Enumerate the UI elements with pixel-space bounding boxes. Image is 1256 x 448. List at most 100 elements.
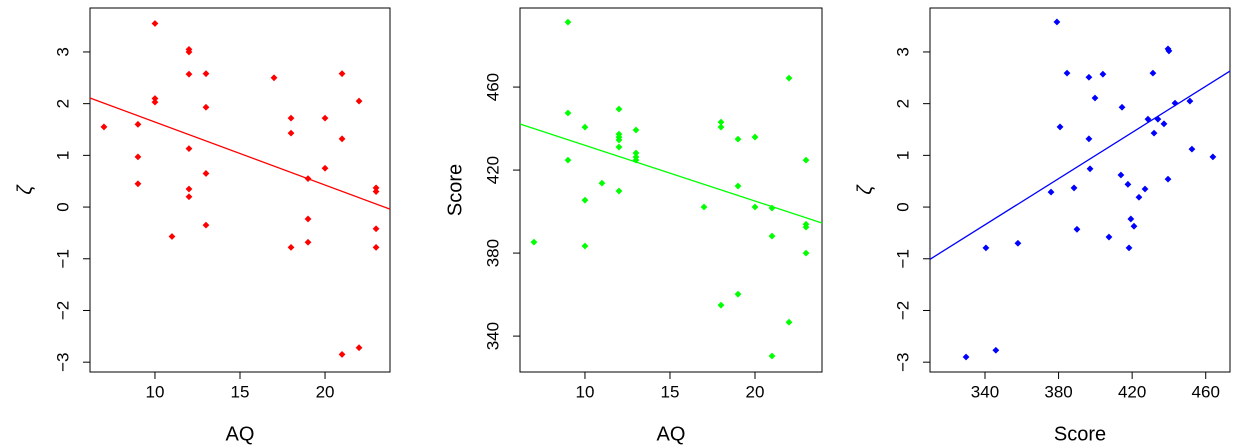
point xyxy=(632,149,640,157)
point xyxy=(270,74,278,82)
panel: 10 15 20 340 380 420 460 AQ Score xyxy=(444,7,823,445)
point xyxy=(1150,129,1158,137)
point xyxy=(1073,225,1081,233)
y-tick-label: 340 xyxy=(483,322,502,350)
x-axis-title: Score xyxy=(1054,423,1106,445)
point xyxy=(717,301,725,309)
point xyxy=(287,114,295,122)
x-tick-label: 380 xyxy=(1044,382,1072,401)
trend-line xyxy=(929,70,1231,260)
point xyxy=(982,244,990,252)
point xyxy=(168,233,176,240)
point xyxy=(304,238,312,246)
point xyxy=(564,109,572,117)
y-tick-label: 420 xyxy=(483,156,502,184)
y-axis-title: ζ xyxy=(854,184,876,195)
point xyxy=(372,184,380,192)
panel: 10 15 20 −3 −2 −1 0 1 2 3 AQ ζ xyxy=(14,7,391,445)
point xyxy=(802,249,810,257)
point xyxy=(1117,171,1125,179)
point xyxy=(134,180,142,188)
point xyxy=(134,153,142,161)
trend-line xyxy=(89,97,391,210)
point xyxy=(202,103,210,111)
point xyxy=(134,120,142,128)
point xyxy=(802,156,810,164)
point xyxy=(1014,239,1022,247)
point xyxy=(202,170,210,177)
point xyxy=(185,70,193,78)
point xyxy=(1063,69,1071,77)
point xyxy=(185,145,193,153)
point xyxy=(1160,120,1168,128)
point xyxy=(632,126,640,134)
y-tick-label: −3 xyxy=(893,352,912,371)
point xyxy=(321,114,329,122)
y-tick-label: −2 xyxy=(893,301,912,320)
point xyxy=(1086,165,1094,173)
point xyxy=(202,221,210,229)
point xyxy=(962,353,970,361)
point xyxy=(564,18,572,26)
point xyxy=(1105,233,1113,241)
point xyxy=(1188,145,1196,153)
y-tick-label: 0 xyxy=(893,202,912,211)
y-axis-title: Score xyxy=(444,164,466,216)
y-tick-label: 380 xyxy=(483,239,502,267)
point xyxy=(1209,153,1217,161)
point xyxy=(717,123,725,131)
point xyxy=(615,136,623,144)
point xyxy=(564,156,572,164)
x-axis-title: AQ xyxy=(226,423,255,445)
point xyxy=(1091,94,1099,102)
point xyxy=(1053,18,1061,26)
point xyxy=(768,352,776,360)
point xyxy=(151,20,159,27)
x-tick-label: 10 xyxy=(575,382,594,401)
point xyxy=(338,351,346,358)
point xyxy=(581,242,589,250)
point xyxy=(802,223,810,231)
point xyxy=(1130,222,1138,230)
point xyxy=(1149,69,1157,77)
x-tick-label: 20 xyxy=(316,382,335,401)
point xyxy=(1127,215,1135,223)
x-tick-label: 20 xyxy=(746,382,765,401)
trend-line xyxy=(519,123,823,224)
point xyxy=(581,123,589,131)
point xyxy=(734,182,742,190)
point xyxy=(734,290,742,298)
point xyxy=(700,203,708,211)
point xyxy=(992,346,1000,354)
point xyxy=(202,70,210,78)
point xyxy=(530,238,538,246)
point xyxy=(1124,180,1132,188)
point xyxy=(1125,244,1133,252)
y-tick-label: 2 xyxy=(893,99,912,108)
point xyxy=(581,196,589,204)
point xyxy=(1099,70,1107,78)
point xyxy=(355,344,363,352)
point xyxy=(372,188,380,195)
panel: 340 380 420 460 −3 −2 −1 0 1 2 3 Score ζ xyxy=(854,7,1231,445)
y-tick-label: −2 xyxy=(53,301,72,320)
point xyxy=(615,187,623,195)
point xyxy=(751,133,759,141)
y-axis-title: ζ xyxy=(14,184,36,195)
plot-frame xyxy=(929,7,1231,373)
x-tick-label: 420 xyxy=(1118,382,1146,401)
point xyxy=(1141,185,1149,193)
point xyxy=(100,123,108,131)
point xyxy=(287,243,295,251)
point xyxy=(355,97,363,105)
point xyxy=(1135,193,1143,201)
y-tick-label: −1 xyxy=(893,249,912,268)
point xyxy=(615,105,623,113)
point xyxy=(304,215,312,223)
point xyxy=(1070,184,1078,192)
y-tick-label: 460 xyxy=(483,73,502,101)
x-tick-label: 340 xyxy=(971,382,999,401)
point xyxy=(1056,123,1064,131)
point xyxy=(1171,99,1179,107)
point xyxy=(598,179,606,187)
